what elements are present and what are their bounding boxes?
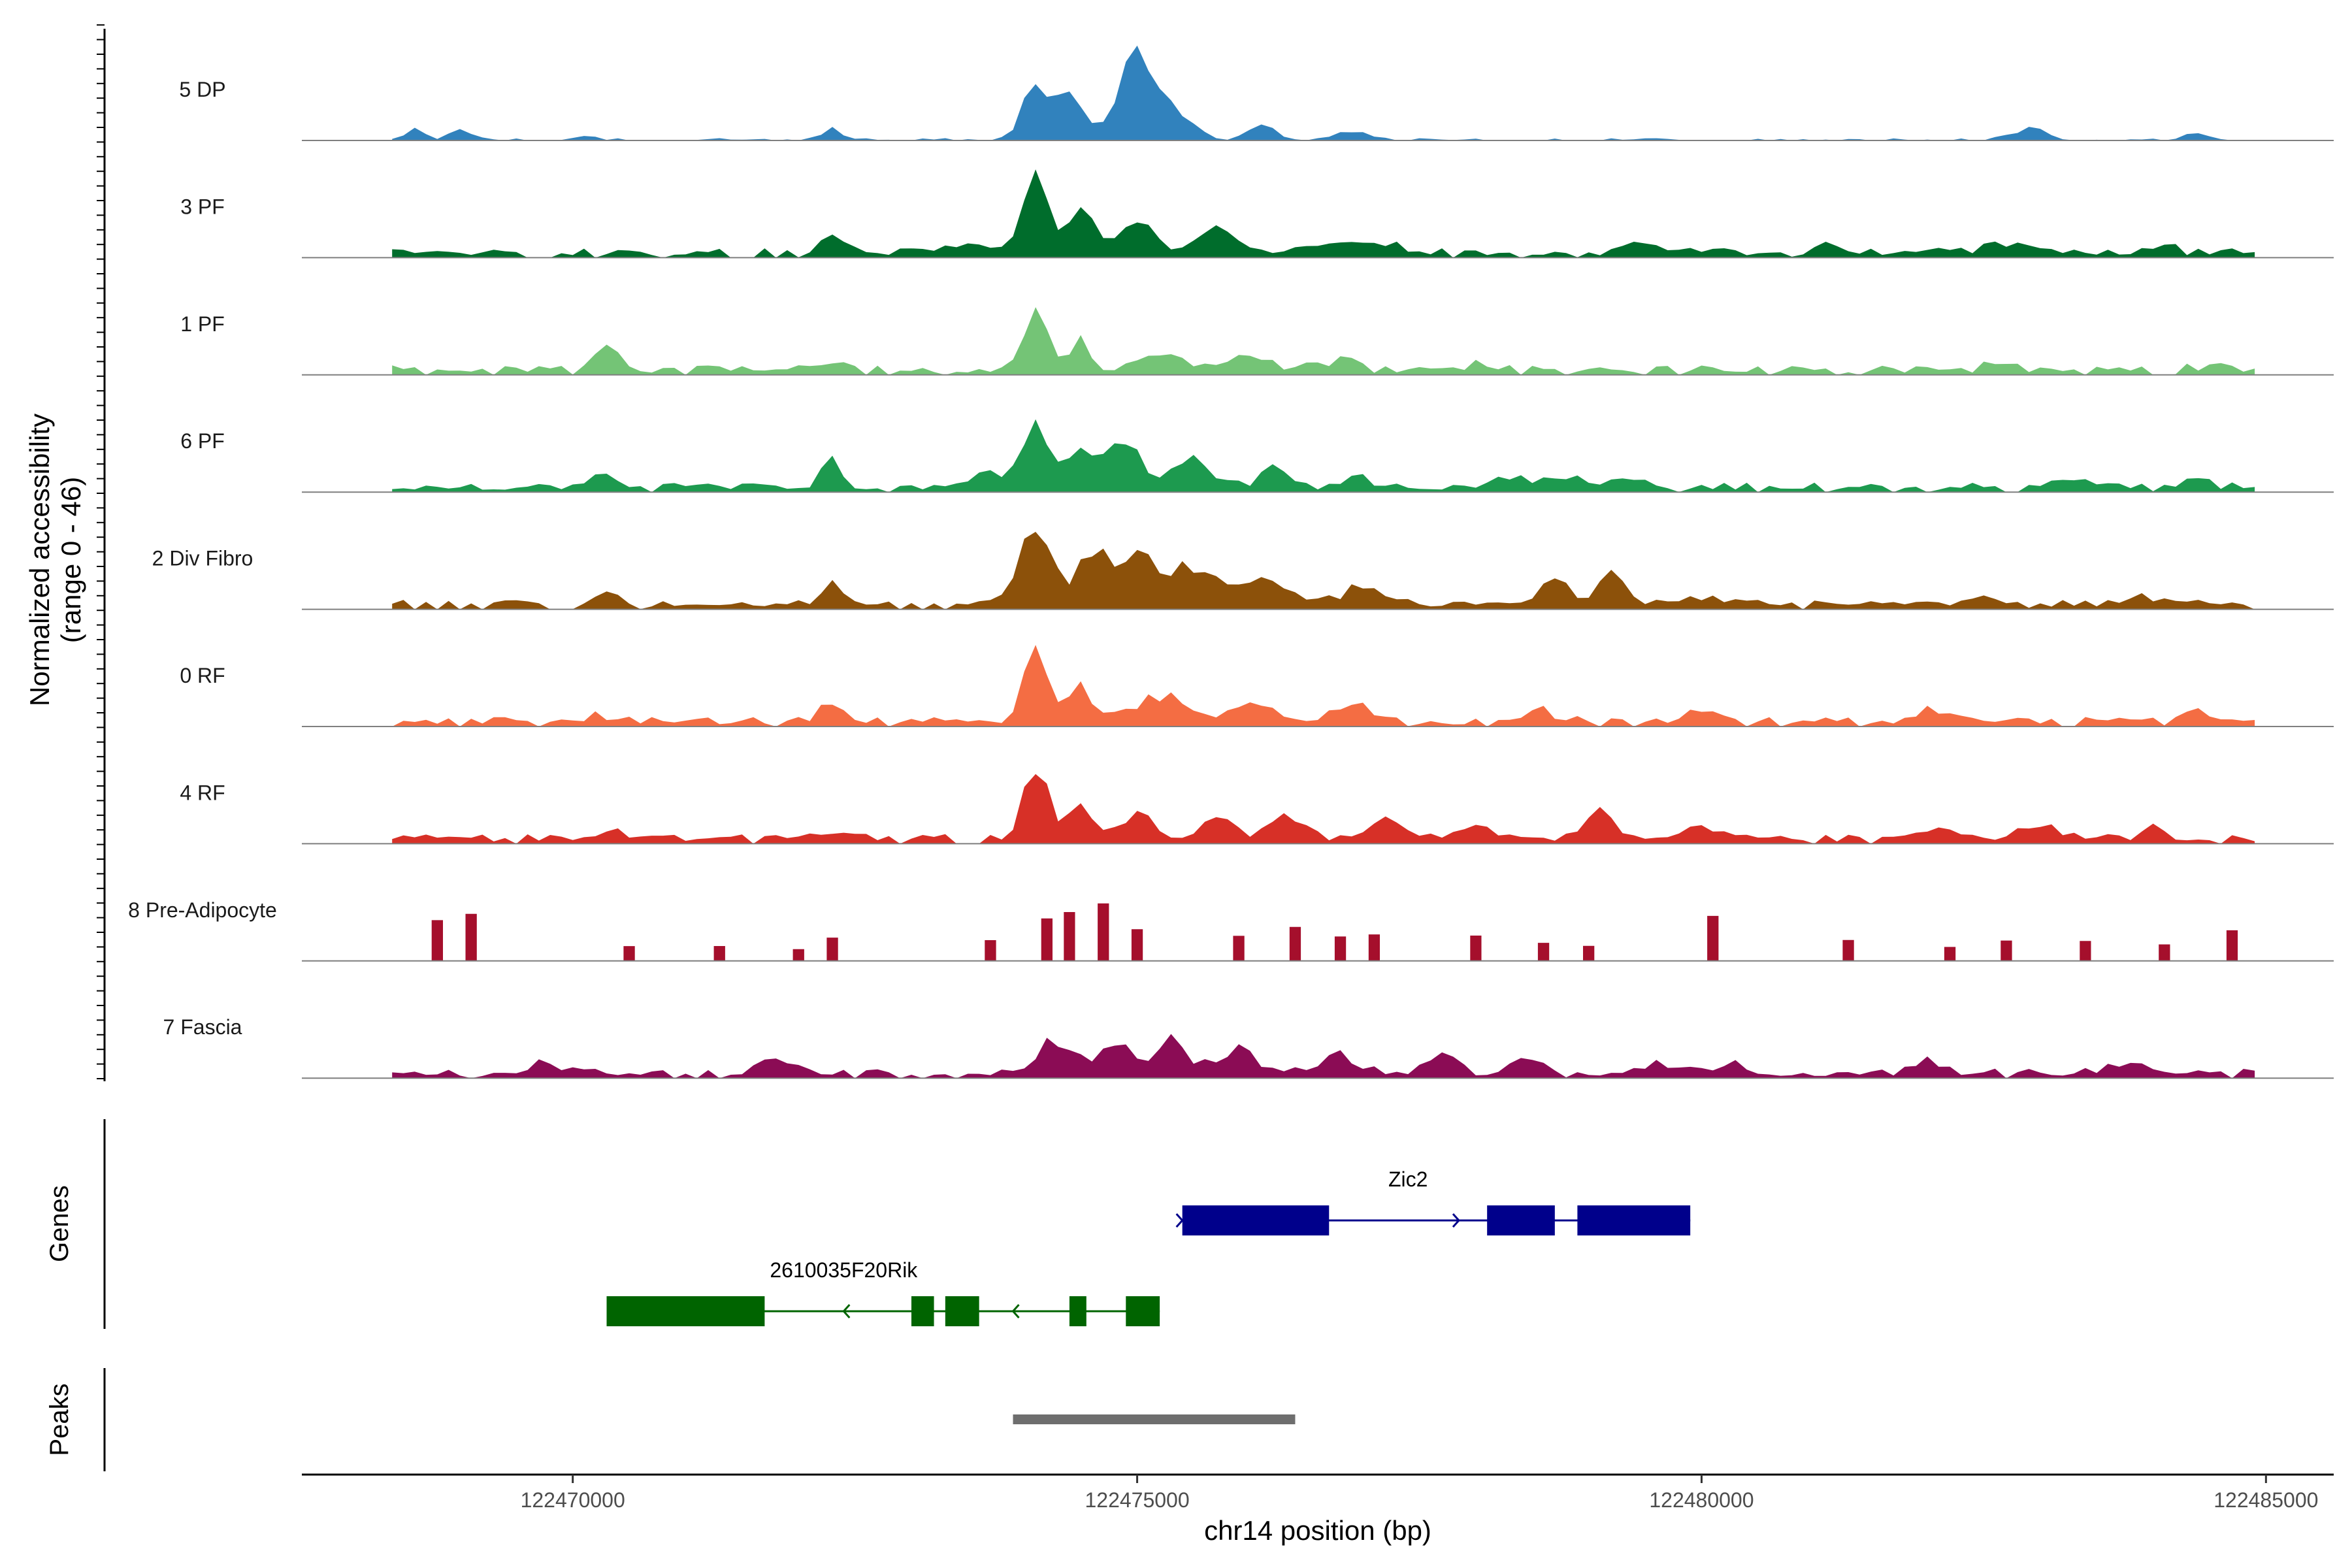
track-6-pf: 6 PF	[180, 419, 2334, 493]
x-tick-label: 122485000	[2213, 1488, 2318, 1512]
gene-exon	[606, 1296, 765, 1326]
track-label: 1 PF	[180, 312, 225, 336]
gene-label: Zic2	[1388, 1168, 1428, 1191]
coverage-area	[392, 307, 2255, 375]
track-1-pf: 1 PF	[180, 307, 2334, 376]
gene-2610035f20rik: 2610035F20Rik	[606, 1258, 1160, 1326]
strand-arrow	[842, 1303, 851, 1319]
strand-arrow	[1175, 1213, 1184, 1228]
coverage-area	[392, 169, 2255, 258]
coverage-area	[392, 774, 2255, 844]
peak-track	[1013, 1414, 1296, 1424]
genes-panel-label: Genes	[45, 1185, 74, 1262]
track-3-pf: 3 PF	[180, 169, 2334, 259]
track-4-rf: 4 RF	[180, 774, 2334, 845]
gene-exon	[1182, 1205, 1330, 1235]
y-axis-title-line2: (range 0 - 46)	[56, 477, 86, 643]
gene-exon	[1126, 1296, 1160, 1326]
track-label: 6 PF	[180, 429, 225, 453]
coverage-area	[386, 903, 2261, 961]
track-label: 8 Pre-Adipocyte	[128, 898, 277, 922]
gene-exon	[1577, 1205, 1691, 1235]
gene-zic2: Zic2	[1175, 1168, 1691, 1235]
x-tick-label: 122475000	[1085, 1488, 1189, 1512]
track-label: 4 RF	[180, 781, 225, 804]
x-tick-label: 122470000	[521, 1488, 625, 1512]
x-tick-label: 122480000	[1649, 1488, 1754, 1512]
track-label: 0 RF	[180, 664, 225, 687]
track-5-dp: 5 DP	[179, 45, 2334, 141]
track-8-pre-adipocyte: 8 Pre-Adipocyte	[128, 898, 2334, 962]
peaks-panel-label: Peaks	[45, 1383, 74, 1456]
coverage-area	[392, 532, 2255, 610]
gene-exon	[911, 1296, 934, 1326]
gene-exon	[945, 1296, 979, 1326]
coverage-area	[392, 1034, 2255, 1079]
track-label: 5 DP	[179, 78, 225, 101]
track-2-div-fibro: 2 Div Fibro	[152, 532, 2334, 610]
gene-exon	[1487, 1205, 1555, 1235]
coverage-tracks: 5 DP 3 PF 1 PF 6 PF 2 Div Fibro 0 RF 4 RF 8 Pre…	[128, 45, 2334, 1079]
y-axis-title-line1: Normalized accessibility	[24, 414, 55, 706]
track-0-rf: 0 RF	[180, 645, 2334, 727]
coverage-area	[392, 45, 2255, 140]
peak-region	[1013, 1414, 1296, 1424]
gene-exon	[1069, 1296, 1086, 1326]
strand-arrow	[1011, 1303, 1020, 1319]
x-axis-title: chr14 position (bp)	[1204, 1515, 1431, 1546]
track-label: 2 Div Fibro	[152, 547, 253, 570]
gene-track: Zic2 2610035F20Rik	[606, 1168, 1691, 1326]
track-label: 3 PF	[180, 195, 225, 218]
track-label: 7 Fascia	[163, 1015, 242, 1039]
x-axis-ticks: 122470000 122475000 122480000 122485000	[521, 1475, 2318, 1512]
coverage-area	[392, 645, 2255, 727]
coverage-area	[392, 419, 2255, 493]
strand-arrow	[1452, 1213, 1460, 1228]
gene-label: 2610035F20Rik	[770, 1258, 918, 1282]
coverage-y-axis	[97, 24, 106, 1081]
track-7-fascia: 7 Fascia	[163, 1015, 2334, 1079]
